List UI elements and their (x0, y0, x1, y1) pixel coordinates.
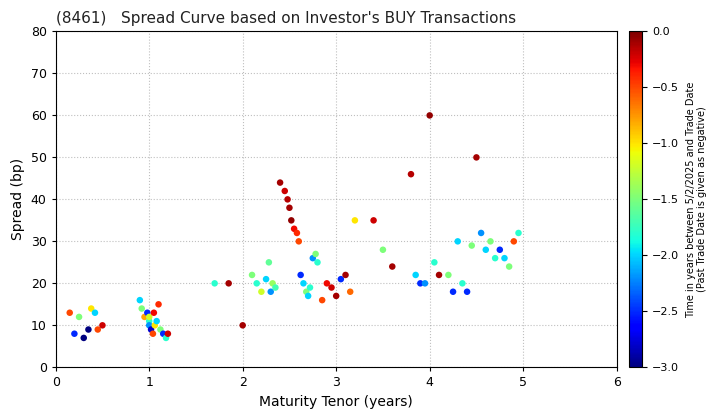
Point (265, 289, 276, 295)
Point (305, 284, 316, 291)
Point (134, 297, 145, 304)
Point (503, 263, 515, 270)
Point (261, 276, 272, 283)
Point (475, 230, 487, 236)
Point (96, 322, 108, 329)
Point (456, 280, 468, 287)
Point (300, 289, 312, 295)
Point (149, 322, 161, 329)
X-axis label: Maturity Tenor (years): Maturity Tenor (years) (259, 395, 413, 409)
Point (452, 238, 464, 245)
Point (295, 272, 307, 278)
Point (368, 217, 379, 224)
Point (471, 154, 482, 161)
Point (86, 305, 97, 312)
Point (83, 326, 94, 333)
Point (428, 259, 440, 266)
Point (279, 188, 291, 194)
Point (494, 247, 505, 253)
Point (387, 263, 398, 270)
Point (312, 259, 323, 266)
Point (433, 272, 445, 278)
Text: (8461)   Spread Curve based on Investor's BUY Transactions: (8461) Spread Curve based on Investor's … (55, 11, 516, 26)
Point (143, 314, 155, 320)
Point (256, 289, 267, 295)
Point (410, 272, 421, 278)
Point (325, 284, 337, 291)
Point (443, 272, 454, 278)
Point (78, 335, 89, 341)
Point (267, 280, 279, 287)
Point (143, 322, 155, 329)
Point (415, 280, 426, 287)
Point (466, 242, 477, 249)
Point (147, 331, 158, 337)
Point (424, 112, 436, 119)
Point (405, 171, 417, 178)
Point (302, 293, 314, 299)
Point (263, 259, 274, 266)
Point (89, 310, 101, 316)
Point (499, 255, 510, 262)
Point (286, 217, 297, 224)
Point (307, 255, 318, 262)
Point (64, 310, 76, 316)
Point (270, 284, 282, 291)
Point (209, 280, 220, 287)
Point (321, 280, 333, 287)
Point (92, 326, 104, 333)
Point (237, 322, 248, 329)
Point (151, 318, 163, 325)
Point (310, 251, 321, 257)
Point (377, 247, 389, 253)
Point (223, 280, 235, 287)
Point (73, 314, 85, 320)
Point (145, 326, 157, 333)
Point (68, 331, 80, 337)
Point (447, 289, 459, 295)
Point (246, 272, 258, 278)
Point (155, 326, 166, 333)
Point (158, 331, 169, 337)
Point (143, 318, 155, 325)
Point (139, 314, 150, 320)
Point (284, 205, 295, 211)
Point (344, 289, 356, 295)
Point (340, 272, 351, 278)
Point (508, 238, 520, 245)
Point (316, 297, 328, 304)
Point (513, 230, 524, 236)
Point (251, 280, 263, 287)
Point (161, 335, 172, 341)
Point (136, 305, 148, 312)
Point (142, 310, 153, 316)
Point (297, 280, 309, 287)
Point (293, 238, 305, 245)
Point (480, 247, 492, 253)
Point (335, 276, 346, 283)
Point (282, 196, 293, 203)
Point (153, 301, 164, 308)
Point (274, 179, 286, 186)
Point (288, 226, 300, 232)
Point (148, 310, 160, 316)
Point (485, 238, 496, 245)
Point (291, 230, 302, 236)
Point (349, 217, 361, 224)
Point (490, 255, 501, 262)
Point (419, 280, 431, 287)
Y-axis label: Spread (bp): Spread (bp) (11, 158, 25, 240)
Point (162, 331, 174, 337)
Y-axis label: Time in years between 5/2/2025 and Trade Date
(Past Trade Date is given as negat: Time in years between 5/2/2025 and Trade… (686, 81, 708, 318)
Point (330, 293, 342, 299)
Point (462, 289, 473, 295)
